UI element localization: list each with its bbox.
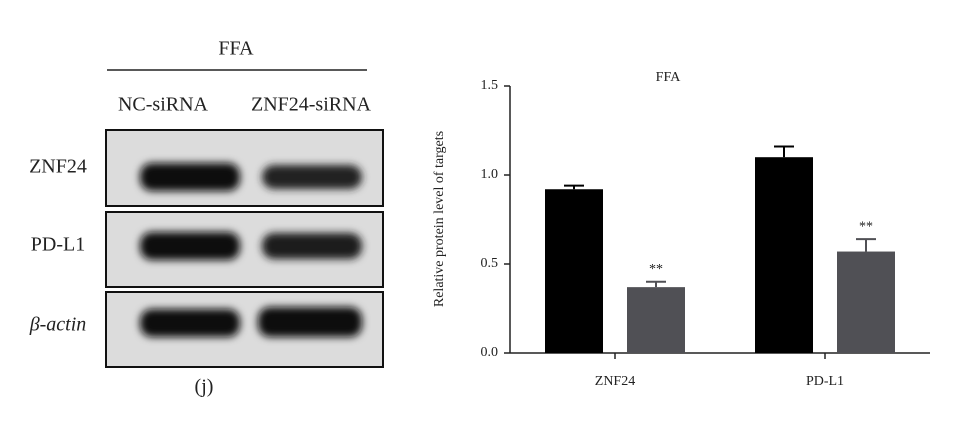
- row-label: PD-L1: [31, 234, 85, 256]
- bar: [755, 157, 813, 353]
- error-bar: [774, 145, 794, 158]
- lane-label: NC-siRNA: [118, 94, 209, 116]
- chart-title: FFA: [656, 70, 682, 85]
- significance: **: [859, 219, 873, 234]
- bar: [627, 287, 685, 353]
- error-bar: [646, 280, 666, 288]
- y-tick-label: 0.0: [481, 345, 499, 360]
- blot-title: FFA: [218, 38, 254, 60]
- y-tick-label: 1.5: [481, 78, 499, 93]
- row-label: ZNF24: [29, 156, 87, 178]
- panel-label: (j): [195, 376, 214, 398]
- lane-label: ZNF24-siRNA: [251, 94, 372, 116]
- blot-row: [105, 211, 384, 288]
- x-tick-label: PD-L1: [806, 374, 844, 389]
- bar: [545, 189, 603, 353]
- x-tick-label: ZNF24: [595, 374, 635, 389]
- bar: [837, 251, 895, 353]
- error-bar: [564, 184, 584, 190]
- blot-row: [105, 291, 384, 368]
- blot-row: [105, 129, 384, 207]
- significance: **: [649, 262, 663, 277]
- row-label: β-actin: [29, 314, 87, 336]
- y-axis-label: Relative protein level of targets: [432, 131, 447, 307]
- y-tick-label: 1.0: [481, 167, 499, 182]
- y-tick-label: 0.5: [481, 256, 499, 271]
- error-bar: [856, 238, 876, 252]
